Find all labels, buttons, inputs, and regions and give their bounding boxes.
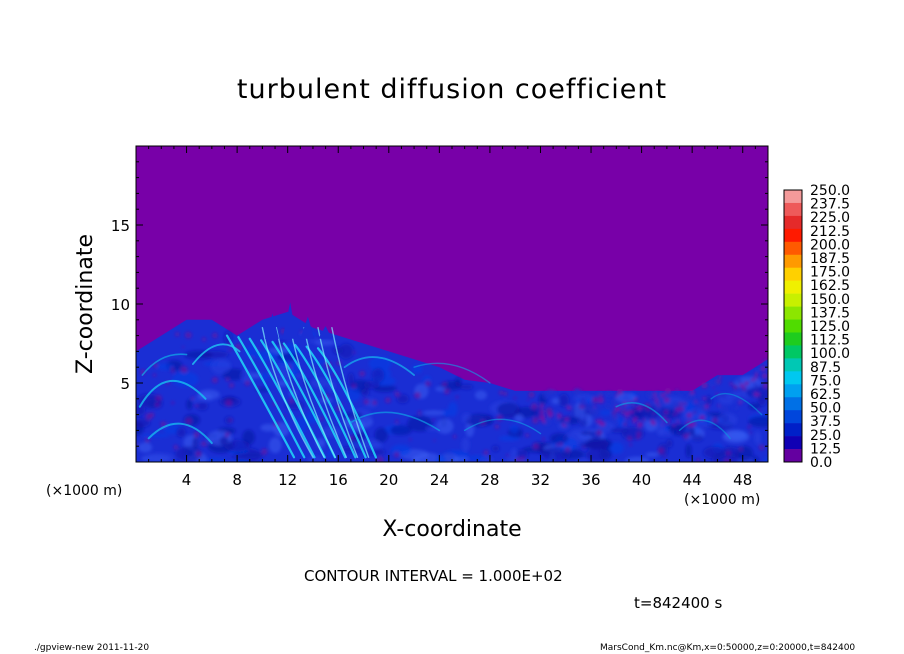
colorbar-swatch (784, 215, 802, 230)
colorbar-swatch (784, 319, 802, 333)
footer-program-date: ./gpview-new 2011-11-20 (34, 643, 150, 653)
colorbar-level-label: 62.5 (810, 387, 841, 403)
colorbar-level-label: 150.0 (810, 292, 850, 308)
colorbar-swatch (784, 254, 802, 269)
y-axis-label: Z-coordinate (73, 234, 98, 374)
plume-spike (282, 302, 297, 339)
colorbar-swatch (784, 293, 802, 307)
colorbar-swatch (784, 371, 802, 385)
colorbar-swatch (784, 267, 802, 281)
colorbar-swatch (784, 241, 802, 256)
colorbar-swatch (784, 436, 802, 450)
y-tick-label: 10 (111, 296, 130, 314)
colorbar-level-label: 137.5 (810, 305, 850, 321)
colorbar-swatch (784, 306, 802, 320)
colorbar-level-label: 87.5 (810, 360, 841, 376)
x-tick-label: 36 (581, 471, 600, 489)
x-tick-label: 28 (480, 471, 499, 489)
heatmap-field (136, 146, 768, 462)
colorbar-level-label: 50.0 (810, 401, 841, 417)
colorbar-swatch (784, 449, 802, 463)
x-tick-label: 32 (531, 471, 550, 489)
x-tick-label: 44 (683, 471, 702, 489)
turbulence-texture (136, 328, 768, 462)
x-tick-label: 8 (232, 471, 242, 489)
x-axis-unit-label: (×1000 m) (684, 492, 761, 508)
y-axis-unit-label: (×1000 m) (46, 483, 123, 499)
colorbar-level-label: 125.0 (810, 319, 850, 335)
colorbar-level-label: 212.5 (810, 224, 850, 240)
x-tick-label: 48 (733, 471, 752, 489)
colorbar-swatch (784, 423, 802, 437)
colorbar-swatch (784, 397, 802, 411)
colorbar-level-label: 75.0 (810, 373, 841, 389)
colorbar-swatch (784, 190, 802, 204)
colorbar-level-label: 162.5 (810, 278, 850, 294)
x-tick-label: 40 (632, 471, 651, 489)
colorbar-level-label: 175.0 (810, 265, 850, 281)
colorbar-level-label: 25.0 (810, 428, 841, 444)
x-tick-label: 12 (278, 471, 297, 489)
colorbar-swatch (784, 358, 802, 372)
colorbar-swatch (784, 345, 802, 359)
colorbar-level-label: 100.0 (810, 346, 850, 362)
colorbar: 250.0237.5225.0212.5200.0187.5175.0162.5… (783, 183, 850, 471)
colorbar-level-label: 37.5 (810, 414, 841, 430)
x-axis-label: X-coordinate (382, 517, 521, 542)
plume-spike (318, 326, 332, 339)
colorbar-swatch (784, 410, 802, 424)
y-tick-label: 15 (111, 217, 130, 235)
colorbar-level-label: 12.5 (810, 441, 841, 457)
colorbar-level-label: 237.5 (810, 197, 850, 213)
footer-data-source: MarsCond_Km.nc@Km,x=0:50000,z=0:20000,t=… (600, 643, 856, 653)
chart-title: turbulent diffusion coefficient (236, 74, 668, 105)
time-label: t=842400 s (634, 594, 723, 612)
x-tick-label: 16 (329, 471, 348, 489)
plume-spike (264, 313, 279, 339)
y-tick-label: 5 (120, 375, 130, 393)
colorbar-level-label: 112.5 (810, 333, 850, 349)
colorbar-swatch (784, 332, 802, 346)
colorbar-level-label: 187.5 (810, 251, 850, 267)
contour-interval-label: CONTOUR INTERVAL = 1.000E+02 (304, 567, 563, 585)
plume-spike (300, 316, 315, 339)
colorbar-level-label: 225.0 (810, 210, 850, 226)
x-tick-label: 20 (379, 471, 398, 489)
colorbar-level-label: 200.0 (810, 237, 850, 253)
colorbar-swatch (784, 202, 802, 217)
high-value-streaks (138, 327, 763, 459)
colorbar-frame (783, 189, 803, 463)
colorbar-swatch (784, 384, 802, 398)
x-tick-label: 24 (430, 471, 449, 489)
colorbar-swatch (784, 228, 802, 243)
colorbar-level-label: 0.0 (810, 455, 832, 471)
colorbar-level-label: 250.0 (810, 183, 850, 199)
colorbar-swatch (784, 280, 802, 294)
x-tick-label: 4 (182, 471, 192, 489)
